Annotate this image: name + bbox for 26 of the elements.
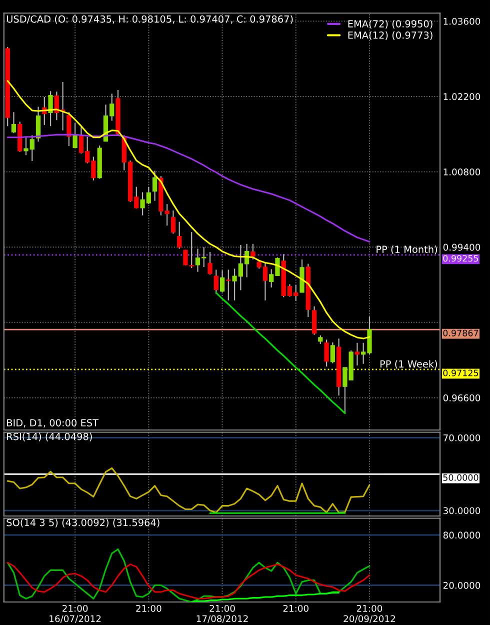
x-tick-label: 21:00 16/07/2012	[50, 604, 101, 623]
chart-title: RSI(14) (44.0498)	[7, 432, 92, 442]
annotation: PP (1 Week)	[380, 360, 438, 369]
chart-title: SO(14 3 5) (43.0092) (31.5964)	[6, 518, 160, 528]
y-tick-label: 80.0000	[443, 532, 480, 539]
annotation: BID, D1, 00:00 EST	[7, 419, 99, 428]
ref-line-label: 0.97125	[443, 370, 478, 376]
ref-line-label: 50.0000	[443, 474, 478, 481]
y-tick-label: 0.96600	[443, 394, 480, 402]
x-tick-label: 21:00 17/08/2012	[196, 604, 248, 623]
y-tick-label: 1.03600	[444, 18, 480, 25]
y-tick-label: 1.02200	[444, 93, 480, 100]
y-tick-label: 30.0000	[443, 507, 480, 514]
x-tick-label: 21:00 20/09/2012	[344, 604, 395, 623]
x-tick-label: 21:00	[136, 604, 162, 612]
y-tick-label: 0.99400	[443, 244, 480, 251]
annotation: PP (1 Month)	[376, 246, 438, 254]
y-tick-label: 70.0000	[444, 434, 480, 442]
chart-title: USD/CAD (O: 0.97435, H: 0.98105, L: 0.97407, C: 0.97867)	[6, 15, 293, 24]
legend-label: EMA(72) (0.9950)	[348, 20, 432, 29]
y-tick-label: 1.00800	[444, 168, 480, 176]
ref-line-label: 0.97867	[443, 330, 478, 336]
x-tick-label: 21:00	[283, 604, 308, 612]
ref-line-label: 0.99255	[443, 255, 478, 262]
legend-label: EMA(12) (0.9773)	[348, 31, 432, 40]
y-tick-label: 20.0000	[443, 582, 480, 589]
